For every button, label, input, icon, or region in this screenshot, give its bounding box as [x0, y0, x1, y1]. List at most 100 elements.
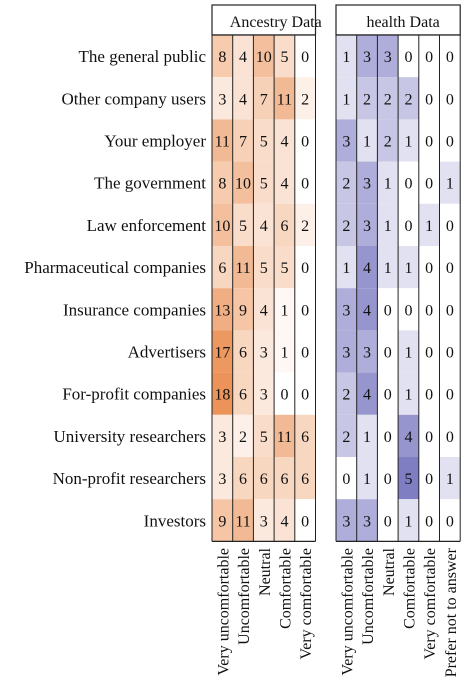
- cell-value-label: 2: [363, 91, 371, 108]
- cell-value-label: 0: [384, 471, 392, 488]
- heatmap-cell: [212, 372, 233, 415]
- cell-value-label: 0: [404, 302, 412, 319]
- heatmap-cell: [356, 330, 378, 373]
- heatmap-cell: [398, 246, 419, 289]
- heatmap-cell: [232, 161, 254, 204]
- heatmap-cell: [212, 288, 233, 331]
- cell-value-label: 1: [446, 471, 454, 488]
- row-label-advertisers: Advertisers: [128, 343, 206, 362]
- cell-value-label: 5: [404, 471, 412, 488]
- heatmap-cell: [356, 246, 378, 289]
- cell-value-label: 3: [260, 513, 268, 530]
- cell-value-label: 0: [384, 345, 392, 362]
- cell-value-label: 4: [239, 49, 247, 66]
- heatmap-cell: [253, 414, 275, 457]
- cell-value-label: 3: [218, 471, 226, 488]
- heatmap-cell: [253, 161, 275, 204]
- heatmap-cell: [439, 35, 461, 78]
- heatmap-cell: [336, 35, 357, 78]
- cell-value-label: 5: [260, 134, 268, 151]
- cell-value-label: 11: [235, 513, 250, 530]
- row-label-other-company-users: Other company users: [62, 89, 206, 108]
- heatmap-cell: [439, 414, 461, 457]
- cell-value-label: 4: [363, 302, 371, 319]
- cell-value-label: 5: [260, 429, 268, 446]
- cell-value-label: 0: [404, 218, 412, 235]
- cell-value-label: 5: [280, 260, 288, 277]
- cell-value-label: 1: [363, 429, 371, 446]
- heatmap-cell: [253, 499, 275, 542]
- cell-value-label: 0: [301, 513, 309, 530]
- heatmap-cell: [212, 457, 233, 500]
- cell-value-label: 0: [425, 49, 433, 66]
- heatmap-cell: [232, 457, 254, 500]
- heatmap-cell: [274, 499, 295, 542]
- heatmap-cell: [439, 288, 461, 331]
- heatmap-cell: [232, 414, 254, 457]
- cell-value-label: 6: [239, 345, 247, 362]
- cell-value-label: 3: [363, 345, 371, 362]
- cell-value-label: 3: [218, 91, 226, 108]
- heatmap-cell: [336, 457, 357, 500]
- column-label-comfortable: Comfortable: [401, 548, 418, 629]
- heatmap-cell: [274, 35, 295, 78]
- cell-value-label: 6: [280, 471, 288, 488]
- heatmap-cell: [212, 330, 233, 373]
- cell-value-label: 2: [342, 218, 350, 235]
- cell-value-label: 2: [384, 134, 392, 151]
- heatmap-cell: [232, 203, 254, 246]
- heatmap-cell: [439, 161, 461, 204]
- heatmap-cell: [274, 77, 295, 120]
- cell-value-label: 0: [446, 260, 454, 277]
- heatmap-cell: [274, 288, 295, 331]
- cell-value-label: 18: [214, 387, 230, 404]
- cell-value-label: 0: [280, 387, 288, 404]
- cell-value-label: 3: [363, 218, 371, 235]
- heatmap-cell: [336, 288, 357, 331]
- cell-value-label: 0: [404, 49, 412, 66]
- cell-value-label: 6: [280, 218, 288, 235]
- heatmap-cell: [418, 161, 440, 204]
- cell-value-label: 2: [342, 429, 350, 446]
- heatmap-cell: [377, 499, 399, 542]
- heatmap-cell: [274, 161, 295, 204]
- heatmap-cell: [336, 77, 357, 120]
- heatmap-cell: [294, 77, 316, 120]
- panel-title-health-data: health Data: [366, 14, 439, 31]
- row-label-pharmaceutical-companies: Pharmaceutical companies: [24, 258, 206, 277]
- row-label-insurance-companies: Insurance companies: [63, 300, 206, 319]
- heatmap-cell: [294, 288, 316, 331]
- column-label-very-comfortable: Very comfortable: [422, 548, 439, 660]
- heatmap-cell: [418, 499, 440, 542]
- heatmap-cell: [253, 330, 275, 373]
- cell-value-label: 0: [384, 302, 392, 319]
- cell-value-label: 5: [280, 49, 288, 66]
- cell-value-label: 9: [218, 513, 226, 530]
- heatmap-cell: [232, 288, 254, 331]
- heatmap-cell: [398, 330, 419, 373]
- heatmap-cell: [294, 203, 316, 246]
- column-label-very-comfortable: Very comfortable: [298, 548, 315, 660]
- column-label-prefer-not-to-answer: Prefer not to answer: [443, 547, 460, 677]
- cell-value-label: 8: [218, 49, 226, 66]
- cell-value-label: 0: [425, 134, 433, 151]
- cell-value-label: 0: [404, 176, 412, 193]
- heatmap-cell: [294, 119, 316, 162]
- cell-value-label: 4: [363, 387, 371, 404]
- heatmap-cell: [439, 119, 461, 162]
- cell-value-label: 3: [342, 134, 350, 151]
- cell-value-label: 0: [446, 49, 454, 66]
- cell-value-label: 3: [342, 513, 350, 530]
- heatmap-cell: [439, 330, 461, 373]
- heatmap-cell: [439, 203, 461, 246]
- cell-value-label: 0: [446, 91, 454, 108]
- heatmap-cell: [398, 119, 419, 162]
- cell-value-label: 4: [239, 91, 247, 108]
- row-label-the-general-public: The general public: [79, 47, 207, 66]
- cell-value-label: 1: [404, 387, 412, 404]
- heatmap-cell: [377, 161, 399, 204]
- row-label-for-profit-companies: For-profit companies: [62, 385, 206, 404]
- cell-value-label: 0: [425, 260, 433, 277]
- cell-value-label: 9: [239, 302, 247, 319]
